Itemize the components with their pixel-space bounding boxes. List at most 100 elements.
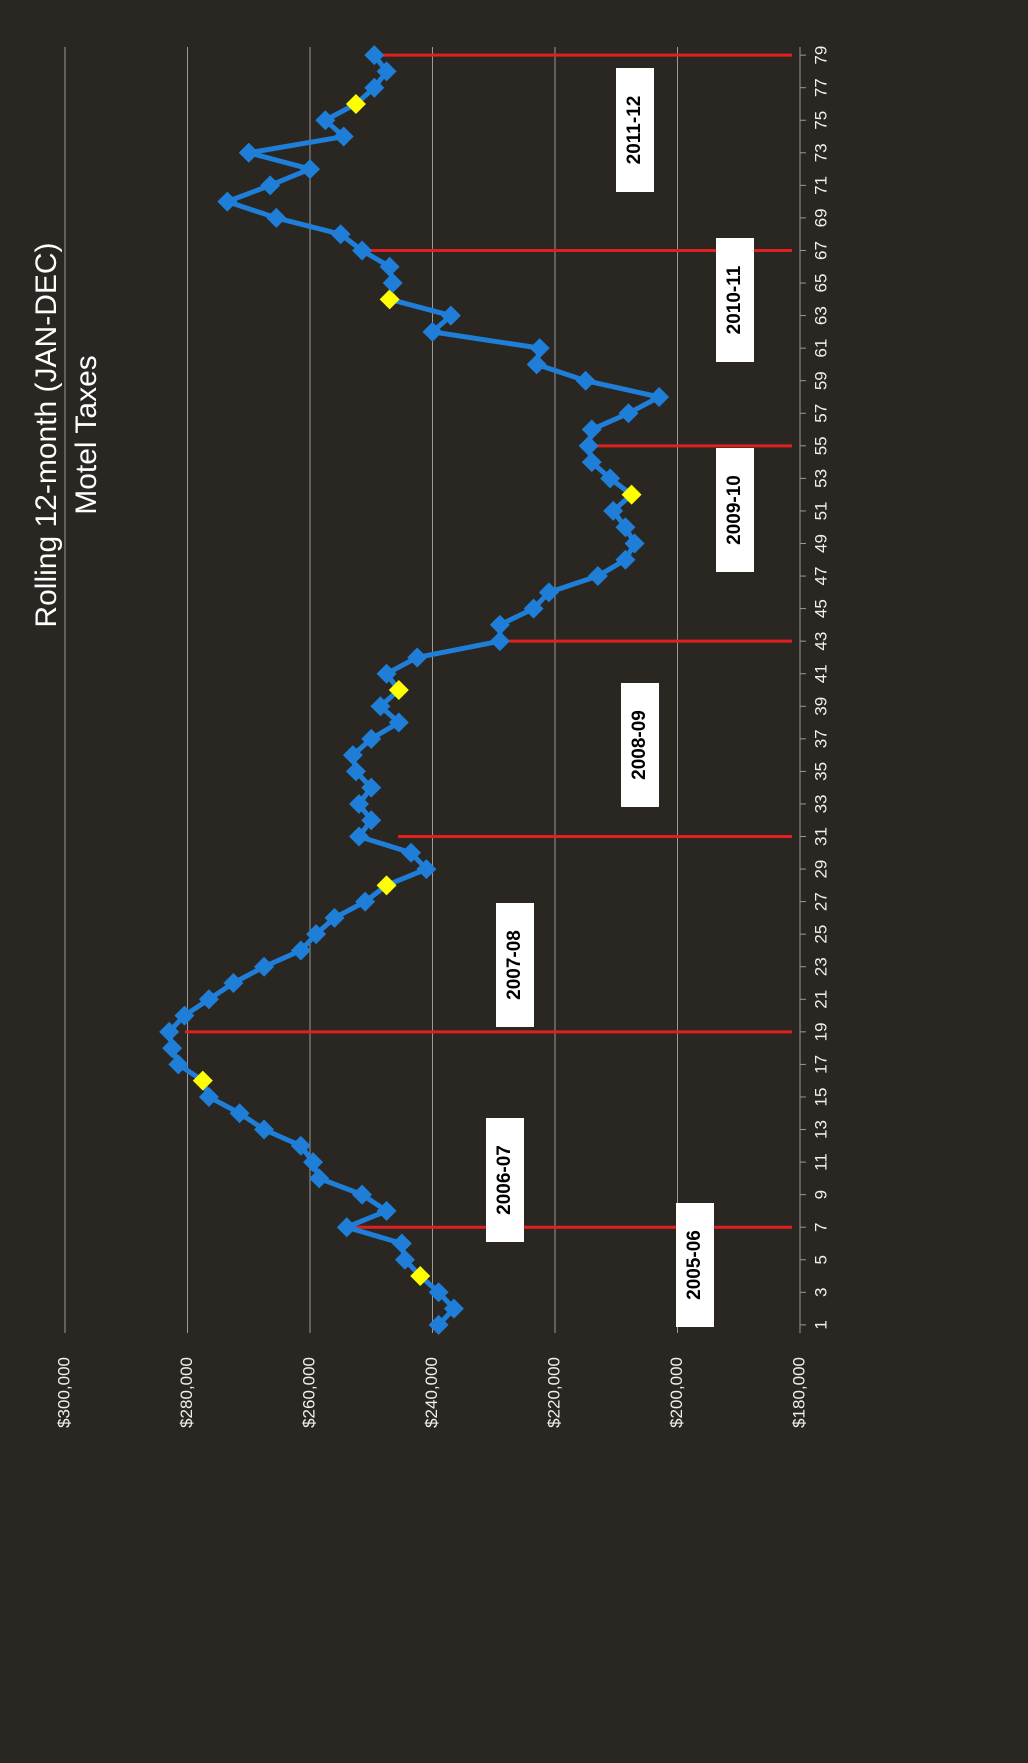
period-label-box: [496, 903, 534, 1027]
x-tick-label: 33: [811, 794, 830, 813]
x-tick-label: 59: [811, 371, 830, 390]
period-label-box: [716, 448, 754, 572]
x-tick-label: 61: [811, 339, 830, 358]
highlight-point: [388, 680, 409, 700]
data-point: [422, 321, 443, 342]
y-tick-label: $260,000: [299, 1357, 318, 1428]
period-label: 2009-10: [724, 475, 745, 545]
data-point: [416, 859, 437, 880]
x-tick-label: 25: [811, 925, 830, 944]
x-tick-label: 11: [811, 1153, 830, 1171]
x-tick-label: 53: [811, 469, 830, 488]
x-tick-label: 79: [811, 46, 830, 65]
data-point: [523, 598, 544, 619]
data-point: [315, 110, 336, 131]
data-point: [290, 940, 311, 961]
data-point: [229, 1103, 250, 1124]
x-tick-label: 1: [811, 1320, 830, 1329]
data-point: [324, 907, 345, 928]
data-point: [489, 614, 510, 635]
x-tick-label: 29: [811, 860, 830, 879]
x-tick-label: 21: [811, 990, 830, 1009]
data-point: [333, 126, 354, 147]
x-tick-label: 71: [811, 176, 830, 195]
data-point: [223, 973, 244, 994]
data-point: [352, 1184, 373, 1205]
y-tick-label: $180,000: [789, 1357, 808, 1428]
period-label-box: [716, 238, 754, 362]
x-tick-label: 7: [811, 1222, 830, 1231]
x-tick-label: 77: [811, 78, 830, 97]
x-tick-label: 31: [811, 827, 830, 846]
data-point: [587, 566, 608, 587]
period-label-box: [621, 683, 659, 807]
data-point: [306, 924, 327, 945]
chart-title: Rolling 12-month (JAN-DEC): [30, 242, 63, 627]
data-point: [266, 207, 287, 228]
data-point: [364, 77, 385, 98]
period-label: 2007-08: [504, 930, 525, 1000]
data-point: [600, 468, 621, 489]
data-point: [538, 582, 559, 603]
data-point: [391, 1233, 412, 1254]
data-point: [303, 1152, 324, 1173]
x-tick-label: 39: [811, 697, 830, 716]
period-label-box: [616, 68, 654, 192]
x-tick-label: 23: [811, 957, 830, 976]
data-point: [370, 696, 391, 717]
x-tick-label: 27: [811, 892, 830, 911]
y-tick-label: $280,000: [177, 1357, 196, 1428]
data-point: [260, 175, 281, 196]
x-tick-label: 51: [811, 501, 830, 520]
data-point: [300, 159, 320, 180]
x-tick-label: 49: [811, 534, 830, 553]
x-tick-label: 9: [811, 1190, 830, 1199]
data-point: [603, 500, 624, 521]
data-point: [361, 728, 382, 749]
data-point: [489, 631, 510, 652]
data-point: [352, 240, 373, 261]
data-point: [440, 305, 461, 326]
data-point: [361, 777, 382, 798]
data-point: [526, 354, 547, 375]
data-point: [529, 338, 550, 359]
data-point: [217, 191, 238, 212]
data-point: [361, 810, 382, 831]
x-tick-label: 13: [811, 1120, 830, 1139]
x-tick-label: 67: [811, 241, 830, 260]
x-tick-label: 17: [811, 1055, 830, 1074]
x-tick-label: 5: [811, 1255, 830, 1264]
x-tick-label: 45: [811, 599, 830, 618]
highlight-point: [621, 484, 642, 505]
data-point: [575, 370, 596, 391]
x-tick-label: 15: [811, 1088, 830, 1107]
data-point: [376, 1200, 397, 1221]
x-tick-label: 69: [811, 208, 830, 227]
data-point: [364, 45, 385, 66]
data-point: [618, 403, 639, 424]
data-point: [330, 224, 351, 245]
data-point: [401, 842, 422, 863]
period-label: 2011-12: [624, 96, 645, 165]
data-point: [388, 712, 409, 733]
x-tick-label: 65: [811, 274, 830, 293]
x-tick-label: 55: [811, 436, 830, 455]
data-point: [394, 1249, 415, 1270]
x-tick-label: 41: [811, 664, 830, 683]
data-point: [624, 533, 645, 554]
data-point: [355, 891, 376, 912]
data-point: [349, 826, 369, 847]
y-tick-label: $220,000: [544, 1357, 563, 1428]
x-tick-label: 75: [811, 111, 830, 130]
data-point: [198, 1086, 219, 1107]
data-point: [376, 663, 397, 684]
period-label: 2008-09: [629, 710, 650, 780]
data-point: [342, 745, 363, 766]
x-tick-label: 73: [811, 143, 830, 162]
period-label-box: [676, 1203, 714, 1327]
data-point: [615, 517, 636, 538]
chart-subtitle: Motel Taxes: [70, 355, 103, 515]
